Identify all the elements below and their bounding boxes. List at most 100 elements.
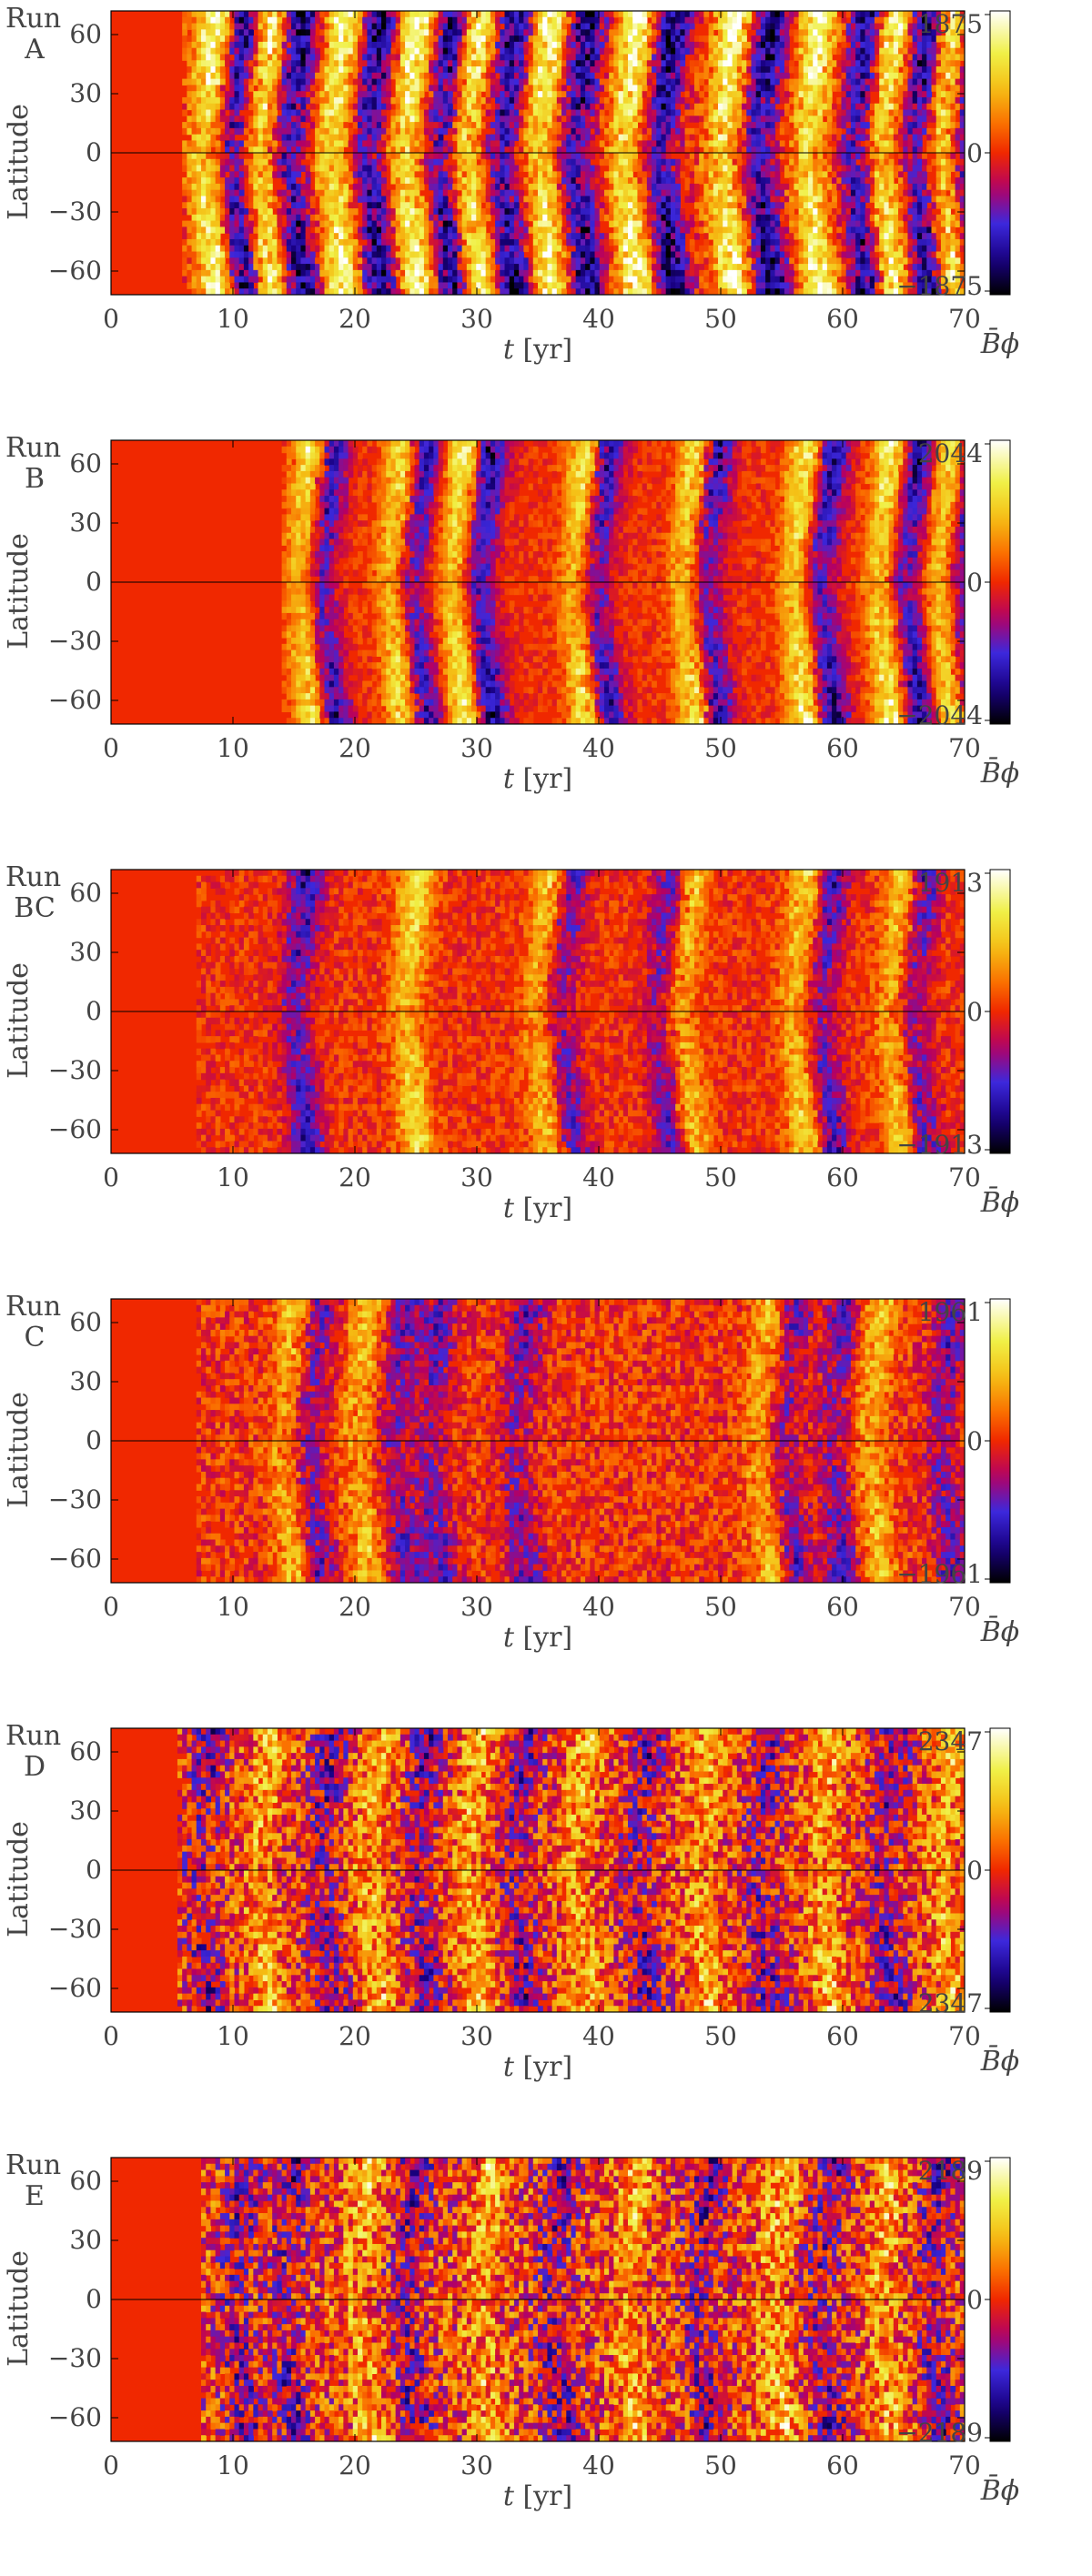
heatmap-cell (315, 189, 320, 197)
heatmap-cell (693, 96, 700, 105)
heatmap-cell (452, 122, 459, 129)
heatmap-cell (281, 11, 288, 18)
heatmap-cell (461, 11, 468, 18)
heatmap-cell (528, 177, 534, 185)
heatmap-cell (362, 196, 368, 203)
heatmap-cell (632, 153, 639, 160)
heatmap-cell (225, 146, 230, 154)
heatmap-cell (689, 60, 695, 67)
heatmap-cell (575, 288, 581, 295)
heatmap-cell (547, 23, 553, 30)
heatmap-cell (480, 189, 487, 197)
heatmap-cell (433, 11, 440, 18)
heatmap-cell (262, 171, 268, 178)
heatmap-cell (480, 54, 487, 61)
heatmap-cell (693, 54, 700, 61)
heatmap-cell (723, 196, 729, 203)
heatmap-cell (642, 158, 648, 166)
heatmap-cell (670, 134, 676, 142)
heatmap-cell (500, 60, 506, 67)
heatmap-cell (272, 171, 278, 178)
heatmap-cell (670, 41, 676, 49)
heatmap-cell (201, 78, 207, 86)
heatmap-cell (566, 214, 572, 222)
heatmap-cell (652, 41, 657, 49)
heatmap-cell (343, 85, 349, 92)
heatmap-cell (708, 158, 714, 166)
heatmap-cell (504, 208, 511, 216)
heatmap-cell (618, 153, 624, 160)
heatmap-cell (367, 23, 373, 30)
heatmap-cell (405, 91, 410, 98)
heatmap-cell (495, 288, 500, 295)
heatmap-cell (206, 122, 212, 129)
heatmap-cell (390, 11, 397, 18)
heatmap-cell (438, 288, 444, 295)
heatmap-cell (693, 103, 700, 111)
heatmap-cell (272, 276, 278, 284)
heatmap-cell (528, 257, 534, 265)
heatmap-cell (575, 165, 581, 172)
heatmap-cell (429, 269, 434, 277)
heatmap-cell (542, 29, 549, 36)
heatmap-cell (201, 11, 207, 18)
heatmap-cell (262, 245, 268, 253)
heatmap-cell (632, 269, 639, 277)
heatmap-cell (542, 276, 549, 284)
heatmap-cell (329, 189, 335, 197)
heatmap-cell (410, 78, 416, 86)
heatmap-cell (405, 127, 410, 136)
heatmap-cell (632, 66, 639, 74)
heatmap-cell (566, 78, 572, 86)
heatmap-cell (291, 91, 297, 98)
heatmap-cell (447, 35, 453, 43)
heatmap-cell (580, 16, 586, 25)
heatmap-cell (665, 11, 672, 18)
heatmap-cell (461, 196, 468, 203)
heatmap-cell (656, 276, 662, 284)
heatmap-cell (419, 158, 425, 166)
heatmap-cell (538, 165, 543, 172)
heatmap-cell (566, 189, 572, 197)
heatmap-cell (580, 183, 586, 191)
heatmap-cell (670, 214, 676, 222)
heatmap-cell (727, 122, 733, 129)
heatmap-cell (272, 233, 278, 240)
heatmap-cell (622, 183, 629, 191)
heatmap-cell (376, 282, 382, 289)
heatmap-cell (457, 183, 463, 191)
heatmap-cell (566, 202, 572, 209)
heatmap-cell (296, 146, 302, 154)
heatmap-cell (571, 251, 577, 258)
heatmap-cell (680, 208, 686, 216)
heatmap-cell (399, 103, 406, 111)
heatmap-cell (296, 177, 302, 185)
heatmap-cell (485, 85, 491, 92)
heatmap-cell (390, 251, 397, 258)
heatmap-cell (561, 23, 567, 30)
heatmap-cell (500, 116, 506, 123)
heatmap-cell (480, 66, 487, 74)
heatmap-cell (367, 202, 373, 209)
heatmap-cell (628, 165, 633, 172)
heatmap-cell (352, 208, 359, 216)
heatmap-cell (291, 183, 297, 191)
heatmap-cell (622, 11, 629, 18)
heatmap-cell (371, 220, 378, 227)
heatmap-cell (680, 29, 686, 36)
heatmap-cell (225, 226, 230, 234)
heatmap-cell (362, 16, 368, 25)
heatmap-cell (376, 47, 382, 55)
heatmap-cell (225, 269, 230, 277)
heatmap-cell (429, 226, 434, 234)
heatmap-cell (291, 202, 297, 209)
heatmap-cell (219, 264, 226, 271)
heatmap-cell (272, 202, 278, 209)
heatmap-cell (675, 196, 681, 203)
heatmap-cell (628, 91, 633, 98)
heatmap-cell (509, 47, 515, 55)
heatmap-cell (566, 264, 572, 271)
heatmap-cell (433, 183, 440, 191)
heatmap-cell (471, 233, 477, 240)
heatmap-cell (461, 189, 468, 197)
